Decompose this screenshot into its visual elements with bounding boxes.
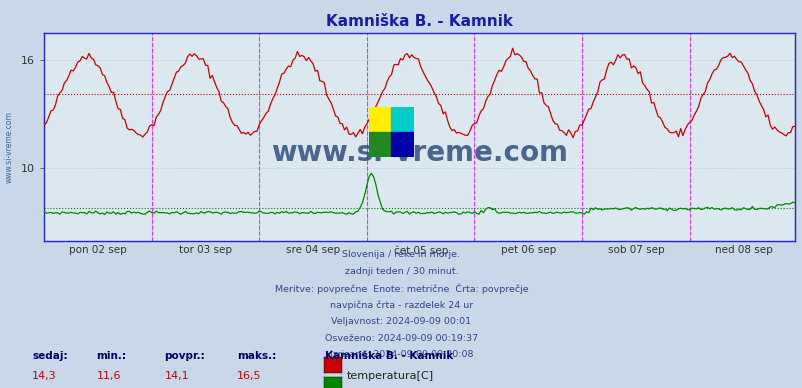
Text: povpr.:: povpr.: [164, 351, 205, 361]
Bar [369, 132, 391, 157]
Bar [391, 107, 413, 132]
Text: 14,3: 14,3 [32, 371, 57, 381]
Text: www.si-vreme.com: www.si-vreme.com [5, 111, 14, 184]
Text: sedaj:: sedaj: [32, 351, 67, 361]
Bar [369, 107, 391, 132]
Text: Osveženo: 2024-09-09 00:19:37: Osveženo: 2024-09-09 00:19:37 [325, 334, 477, 343]
Text: Slovenija / reke in morje.: Slovenija / reke in morje. [342, 250, 460, 259]
Text: Veljavnost: 2024-09-09 00:01: Veljavnost: 2024-09-09 00:01 [331, 317, 471, 326]
Title: Kamniška B. - Kamnik: Kamniška B. - Kamnik [326, 14, 512, 29]
Text: Kamniška B. - Kamnik: Kamniška B. - Kamnik [325, 351, 453, 361]
Text: navpična črta - razdelek 24 ur: navpična črta - razdelek 24 ur [330, 300, 472, 310]
Text: min.:: min.: [96, 351, 126, 361]
Text: 16,5: 16,5 [237, 371, 261, 381]
Text: www.si-vreme.com: www.si-vreme.com [271, 139, 567, 167]
Text: zadnji teden / 30 minut.: zadnji teden / 30 minut. [344, 267, 458, 276]
Text: maks.:: maks.: [237, 351, 276, 361]
Text: temperatura[C]: temperatura[C] [346, 371, 433, 381]
Bar [391, 132, 413, 157]
Text: Meritve: povprečne  Enote: metrične  Črta: povprečje: Meritve: povprečne Enote: metrične Črta:… [274, 284, 528, 294]
Text: 11,6: 11,6 [96, 371, 121, 381]
Text: Izrisano: 2024-09-09 00:20:08: Izrisano: 2024-09-09 00:20:08 [330, 350, 472, 359]
Text: 14,1: 14,1 [164, 371, 189, 381]
